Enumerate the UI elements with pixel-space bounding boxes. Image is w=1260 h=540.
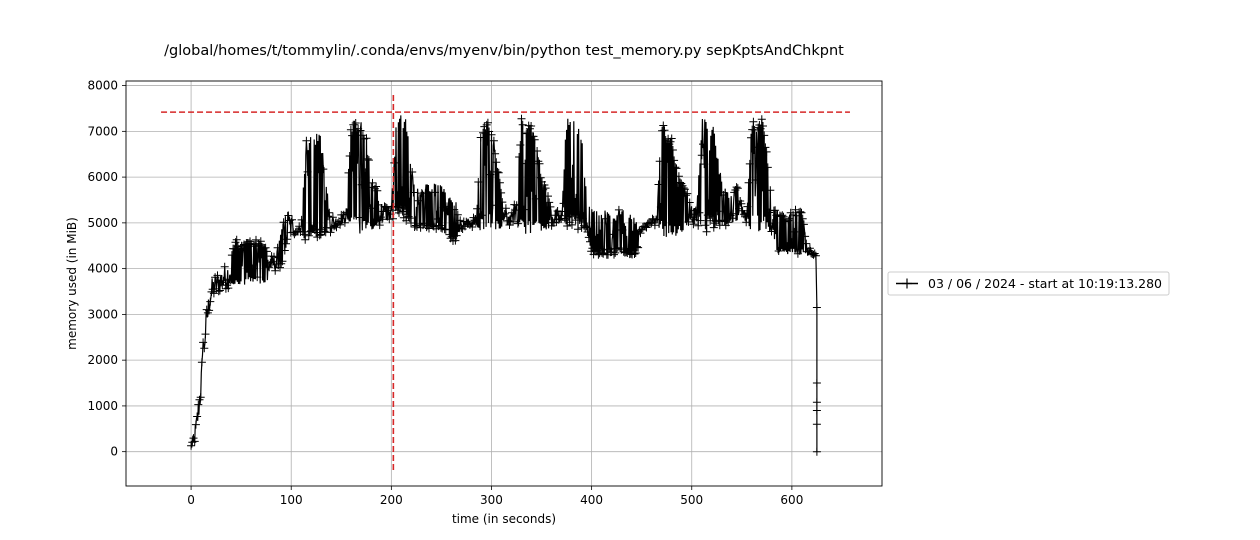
x-axis-ticks: 0 100 200 300 400 500 600 xyxy=(187,486,803,507)
x-tick-label: 500 xyxy=(680,493,703,507)
series-markers-0 xyxy=(187,114,821,456)
x-axis-label: time (in seconds) xyxy=(452,512,556,526)
y-tick-label: 7000 xyxy=(87,124,118,138)
legend-entry-label: 03 / 06 / 2024 - start at 10:19:13.280 xyxy=(928,276,1162,291)
series-plus-markers xyxy=(187,114,821,456)
series-line-0 xyxy=(190,115,818,452)
y-tick-label: 6000 xyxy=(87,170,118,184)
y-axis-label: memory used (in MiB) xyxy=(65,217,79,350)
y-tick-label: 5000 xyxy=(87,216,118,230)
reference-lines xyxy=(161,94,850,470)
x-tick-label: 600 xyxy=(780,493,803,507)
y-tick-label: 1000 xyxy=(87,399,118,413)
y-axis-ticks: 0 1000 2000 3000 4000 5000 6000 7000 8000 xyxy=(87,79,126,459)
legend: 03 / 06 / 2024 - start at 10:19:13.280 xyxy=(887,271,1170,296)
x-tick-label: 0 xyxy=(187,493,195,507)
legend-box xyxy=(887,271,1170,296)
x-tick-label: 400 xyxy=(580,493,603,507)
x-tick-label: 200 xyxy=(380,493,403,507)
x-tick-label: 300 xyxy=(480,493,503,507)
y-tick-label: 0 xyxy=(110,445,118,459)
plot-data-area xyxy=(187,114,821,456)
y-tick-label: 3000 xyxy=(87,307,118,321)
y-tick-label: 8000 xyxy=(87,79,118,93)
plot-frame xyxy=(125,80,883,487)
y-tick-label: 4000 xyxy=(87,262,118,276)
x-tick-label: 100 xyxy=(280,493,303,507)
y-tick-label: 2000 xyxy=(87,353,118,367)
chart-title: /global/homes/t/tommylin/.conda/envs/mye… xyxy=(164,43,844,59)
